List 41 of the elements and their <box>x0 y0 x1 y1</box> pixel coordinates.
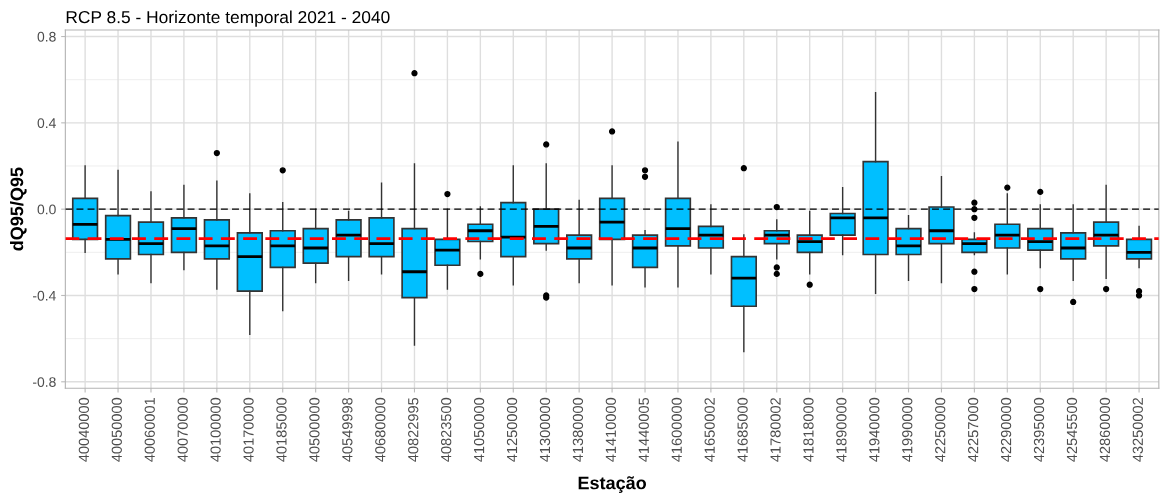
y-tick-label: 0.4 <box>37 118 56 129</box>
x-tick-label: 40500000 <box>309 397 320 462</box>
x-tick-label: 42257000 <box>967 397 979 462</box>
x-tick-label: 42250000 <box>935 397 946 462</box>
x-tick-label: 41440005 <box>638 397 649 462</box>
x-tick-label: 40680000 <box>375 397 386 462</box>
x-tick-label: 42395000 <box>1033 397 1045 462</box>
x-tick-label: 41300000 <box>539 397 551 462</box>
x-tick-label: 40060001 <box>144 398 155 462</box>
x-tick-label: 43250002 <box>1132 398 1143 462</box>
x-tick-label: 40070000 <box>177 397 188 462</box>
y-tick-label: -0.8 <box>33 377 56 387</box>
x-tick-label: 41940000 <box>869 397 880 462</box>
x-tick-label: 40823500 <box>441 397 452 462</box>
x-tick-label: 41050000 <box>473 397 485 462</box>
x-tick-label: 41650002 <box>704 398 715 462</box>
x-tick-label: 40185000 <box>276 397 287 462</box>
x-tick-label: 41990000 <box>902 397 913 462</box>
x-tick-label: 41818000 <box>803 397 814 462</box>
x-tick-label: 41600000 <box>671 397 682 462</box>
x-tick-label: 41685000 <box>737 397 748 462</box>
x-tick-label: 41380000 <box>572 397 584 462</box>
x-tick-label: 41780002 <box>770 398 781 462</box>
x-tick-label: 41890000 <box>836 397 847 462</box>
chart-title: RCP 8.5 - Horizonte temporal 2021 - 2040 <box>66 10 390 27</box>
x-tick-label: 40170000 <box>243 397 254 462</box>
x-tick-label: 41410000 <box>605 397 617 462</box>
x-tick-label: 42545500 <box>1066 397 1078 462</box>
y-tick-label: 0.8 <box>37 31 56 42</box>
x-tick-label: 40040000 <box>78 397 90 462</box>
x-tick-label: 41250000 <box>506 397 518 462</box>
y-tick-label: 0.0 <box>37 204 56 215</box>
y-tick-label: -0.4 <box>33 290 56 301</box>
x-tick-label: 42860000 <box>1099 397 1111 462</box>
x-tick-label: 40100000 <box>210 397 221 462</box>
x-tick-label: 42290000 <box>1000 397 1012 462</box>
y-axis-title: dQ95/Q95 <box>10 167 27 251</box>
x-axis-title: Estação <box>578 476 647 493</box>
x-tick-label: 40050000 <box>111 397 122 462</box>
x-tick-label: 40549998 <box>342 397 353 462</box>
x-tick-label: 40822995 <box>408 397 419 462</box>
